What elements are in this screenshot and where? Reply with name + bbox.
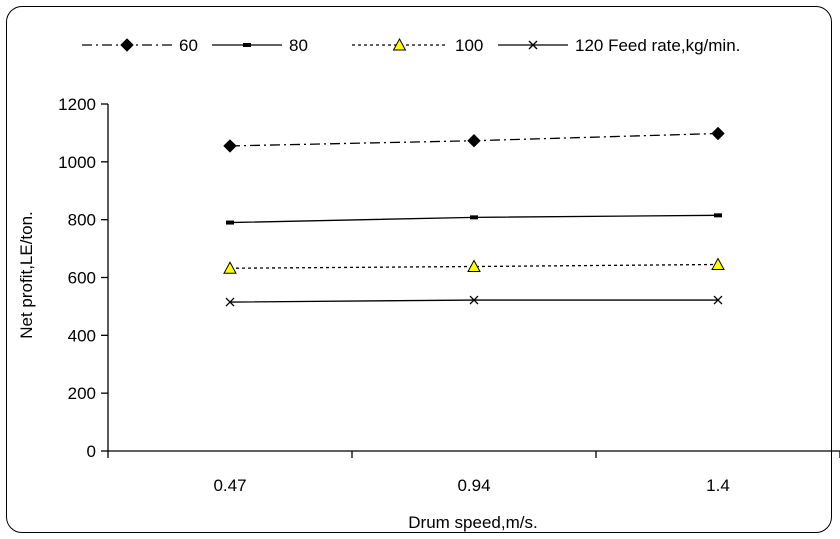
data-point (467, 259, 481, 273)
data-point (225, 297, 235, 307)
data-point (223, 261, 237, 274)
legend-marker (120, 38, 134, 52)
data-point (711, 257, 725, 270)
legend-label: 60 (179, 36, 198, 55)
y-tick-label: 400 (68, 326, 96, 345)
y-tick-label: 1000 (58, 153, 96, 172)
y-axis: 0 200 400 600 800 1000 1200 (58, 95, 109, 461)
data-point (469, 295, 479, 305)
legend-item-100: 100 (352, 36, 483, 55)
x-tick-label: 0.94 (457, 476, 490, 495)
y-tick-label: 1200 (58, 95, 96, 114)
chart-frame (6, 6, 832, 533)
legend-marker (528, 40, 538, 50)
data-point (226, 220, 234, 225)
data-point (470, 215, 478, 220)
series-100 (223, 257, 725, 274)
x-axis-label: Drum speed,m/s. (408, 513, 537, 532)
y-tick-label: 200 (68, 384, 96, 403)
legend-marker (392, 37, 407, 51)
legend-label: 120 Feed rate,kg/min. (575, 36, 740, 55)
legend-item-60: 60 (82, 36, 198, 55)
data-point (713, 295, 723, 305)
legend-item-120: 120 Feed rate,kg/min. (498, 36, 740, 55)
x-axis: 0.47 0.94 1.4 (107, 450, 840, 495)
y-axis-label: Net profit,LE/ton. (17, 211, 36, 339)
series-120 (225, 295, 723, 307)
legend-label: 80 (289, 36, 308, 55)
data-point (467, 134, 481, 148)
data-point (711, 126, 725, 141)
data-point (223, 139, 237, 153)
x-tick-label: 1.4 (706, 476, 730, 495)
y-tick-label: 0 (87, 442, 96, 461)
legend-label: 100 (455, 36, 483, 55)
series-60 (223, 126, 725, 153)
legend-item-80: 80 (212, 36, 308, 55)
x-tick-label: 0.47 (213, 476, 246, 495)
legend: 60 80 100 120 Feed rate,kg/min. (82, 36, 740, 55)
y-tick-label: 600 (68, 269, 96, 288)
y-tick-label: 800 (68, 211, 96, 230)
series-80 (226, 213, 722, 225)
legend-marker (243, 43, 251, 47)
series-layer (223, 126, 725, 307)
data-point (714, 213, 722, 218)
